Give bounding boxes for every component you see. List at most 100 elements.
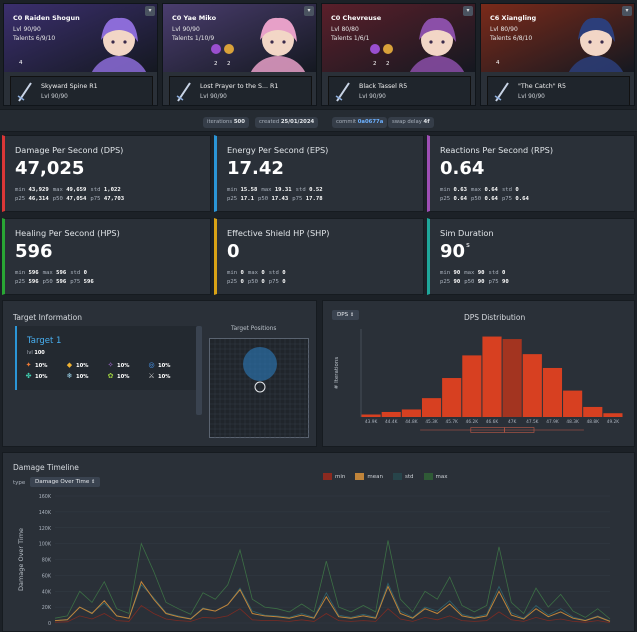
stat-label: min xyxy=(15,270,26,276)
legend-label: max xyxy=(435,473,448,480)
x-tick-label: 47K xyxy=(508,419,516,425)
commit-pill[interactable]: commit 0a0677a xyxy=(332,117,388,128)
legend-item[interactable]: std xyxy=(392,473,414,480)
weapon-slot[interactable]: "The Catch" R5 Lvl 90/90 xyxy=(487,76,630,105)
character-card[interactable]: C0 Chevreuse Lvl 80/80 Talents 1/6/1 ▾ 2 2 Bla… xyxy=(321,3,476,106)
stat-label: max xyxy=(261,187,272,193)
target-position-marker[interactable] xyxy=(243,347,277,381)
x-tick-label: 44.4K xyxy=(385,419,398,425)
character-body xyxy=(409,56,465,72)
stat-number: 0 xyxy=(282,279,286,285)
artifact-set-count: 2 xyxy=(214,61,218,67)
target-positions-grid[interactable] xyxy=(209,338,310,439)
stat-card-title: Healing Per Second (HPS) xyxy=(15,228,120,238)
histogram-bar[interactable] xyxy=(502,339,522,417)
weapon-slot[interactable]: Black Tassel R5 Lvl 90/90 xyxy=(328,76,471,105)
character-menu-button[interactable]: ▾ xyxy=(463,6,473,16)
select-arrows-icon: ⇕ xyxy=(350,312,355,318)
resist-value: 10% xyxy=(35,373,48,380)
stat-label: std xyxy=(70,270,81,276)
weapon-name: Lost Prayer to the S... R1 xyxy=(200,83,279,90)
histogram-bar[interactable] xyxy=(401,409,421,417)
histogram-bar[interactable] xyxy=(563,390,583,417)
timeline-title: Damage Timeline xyxy=(13,463,79,472)
histogram-bar[interactable] xyxy=(361,414,381,417)
histogram-bar[interactable] xyxy=(542,367,563,417)
x-tick-label: 46.2K xyxy=(466,419,479,425)
legend-item[interactable]: min xyxy=(323,473,345,480)
character-eye xyxy=(282,40,286,44)
artifact-set-icon xyxy=(370,44,380,54)
histogram-bar[interactable] xyxy=(381,411,401,417)
stat-label: p25 xyxy=(227,279,238,285)
stat-number: 0.64 xyxy=(484,196,498,202)
hydro-icon: ◎ xyxy=(148,361,155,369)
stat-number: 47,054 xyxy=(66,196,87,202)
stat-number: 90 xyxy=(453,279,461,285)
stat-label: p25 xyxy=(15,279,26,285)
stat-summary: min 596 max 596 std 0 xyxy=(15,270,91,276)
stat-card-title: Sim Duration xyxy=(440,228,494,238)
legend-item[interactable]: max xyxy=(423,473,448,480)
histogram-bar[interactable] xyxy=(462,355,482,417)
stat-number: 0.63 xyxy=(453,187,467,193)
target-card[interactable]: Target 1 lvl 100 ✦ 10% ◆ 10% ✧ 10% ◎ 10% ✤ 10% ❄ 10… xyxy=(15,326,199,390)
stat-label: p75 xyxy=(488,279,499,285)
resist-item: ❄ 10% xyxy=(66,372,89,380)
weapon-icon xyxy=(494,82,509,102)
series-line-std[interactable] xyxy=(54,582,611,622)
distribution-title: DPS Distribution xyxy=(464,313,526,322)
series-line-min[interactable] xyxy=(54,604,611,623)
histogram-bar[interactable] xyxy=(482,336,502,417)
character-card[interactable]: C0 Raiden Shogun Lvl 90/90 Talents 6/9/10 ▾… xyxy=(3,3,158,106)
weapon-slot[interactable]: Lost Prayer to the S... R1 Lvl 90/90 xyxy=(169,76,312,105)
character-card[interactable]: C0 Yae Miko Lvl 90/90 Talents 1/10/9 ▾ 2 2 Los… xyxy=(162,3,317,106)
x-tick-label: 44.8K xyxy=(405,419,418,425)
stat-number: 0.64 xyxy=(515,196,529,202)
character-hair xyxy=(419,17,456,42)
stat-number: 90 xyxy=(477,279,485,285)
constellation-count: 4 xyxy=(496,60,500,66)
series-line-mean[interactable] xyxy=(54,580,611,622)
artifact-set-count: 2 xyxy=(373,61,377,67)
histogram-bar[interactable] xyxy=(442,378,462,417)
stat-summary: min 15.58 max 19.31 std 0.52 xyxy=(227,187,327,193)
stat-card-value: 90s xyxy=(440,241,470,262)
scrollbar[interactable] xyxy=(196,326,202,415)
stat-label: std xyxy=(90,187,101,193)
character-menu-button[interactable]: ▾ xyxy=(145,6,155,16)
stat-number: 0 xyxy=(240,279,244,285)
stat-card-value: 0 xyxy=(227,241,240,262)
artifact-set-icon xyxy=(224,44,234,54)
stat-card: Reactions Per Second (RPS) 0.64 min 0.63 ma… xyxy=(427,135,635,212)
histogram-bar[interactable] xyxy=(421,398,442,417)
damage-timeline-chart: Damage Over Time 0 20K 40K 60K 80K 100K 120K 140… xyxy=(17,494,611,627)
character-menu-button[interactable]: ▾ xyxy=(304,6,314,16)
resist-item: ◎ 10% xyxy=(148,362,170,369)
timeline-type-select[interactable]: Damage Over Time ⇕ xyxy=(30,477,101,487)
cryo-icon: ❄ xyxy=(66,372,73,380)
stat-percentiles: p25 0 p50 0 p75 0 xyxy=(227,279,290,285)
series-line-max[interactable] xyxy=(54,540,611,620)
character-menu-button[interactable]: ▾ xyxy=(622,6,632,16)
stat-value-number: 17.42 xyxy=(227,158,284,179)
character-card[interactable]: C6 Xiangling Lvl 80/90 Talents 6/8/10 ▾ 4 "Th… xyxy=(480,3,635,106)
histogram-bar[interactable] xyxy=(522,354,542,417)
stat-card: Energy Per Second (EPS) 17.42 min 15.58 max… xyxy=(214,135,424,212)
histogram-bar[interactable] xyxy=(603,413,623,417)
weapon-slot[interactable]: Skyward Spine R1 Lvl 90/90 xyxy=(10,76,153,105)
histogram-bar[interactable] xyxy=(583,406,603,417)
stat-value-number: 47,025 xyxy=(15,158,85,179)
legend-label: min xyxy=(335,473,346,480)
stat-card-value: 596 xyxy=(15,241,53,262)
y-tick-label: 100K xyxy=(39,542,52,548)
stat-summary: min 43,929 max 49,659 std 1,022 xyxy=(15,187,125,193)
legend-item[interactable]: mean xyxy=(355,473,383,480)
stat-number: 0.64 xyxy=(484,187,498,193)
y-axis-label: # Iterations xyxy=(334,357,340,390)
resist-value: 10% xyxy=(158,373,171,380)
stat-label: p75 xyxy=(292,196,303,202)
distribution-metric-select[interactable]: DPS ⇕ xyxy=(332,310,360,320)
character-face xyxy=(421,24,453,56)
